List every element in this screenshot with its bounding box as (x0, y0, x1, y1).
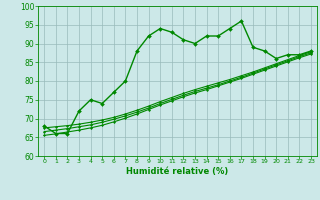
X-axis label: Humidité relative (%): Humidité relative (%) (126, 167, 229, 176)
